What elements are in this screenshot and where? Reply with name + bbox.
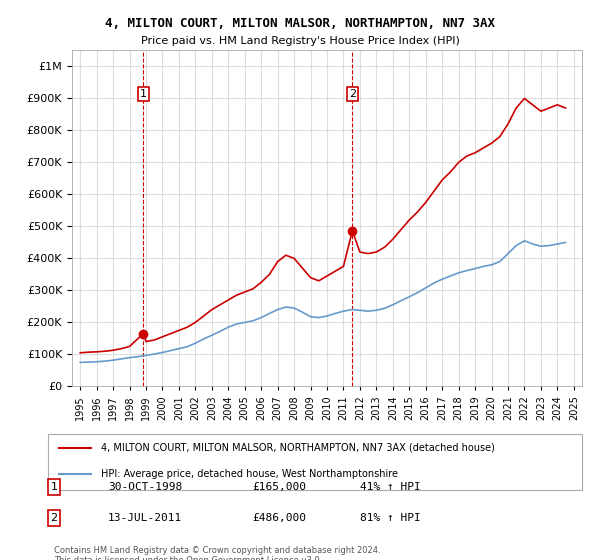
Text: 81% ↑ HPI: 81% ↑ HPI [360, 513, 421, 523]
Text: 2: 2 [349, 89, 356, 99]
Text: Price paid vs. HM Land Registry's House Price Index (HPI): Price paid vs. HM Land Registry's House … [140, 36, 460, 46]
Text: 1: 1 [50, 482, 58, 492]
Text: 4, MILTON COURT, MILTON MALSOR, NORTHAMPTON, NN7 3AX: 4, MILTON COURT, MILTON MALSOR, NORTHAMP… [105, 17, 495, 30]
Text: 1: 1 [140, 89, 147, 99]
Text: 30-OCT-1998: 30-OCT-1998 [108, 482, 182, 492]
Text: 2: 2 [50, 513, 58, 523]
Text: 4, MILTON COURT, MILTON MALSOR, NORTHAMPTON, NN7 3AX (detached house): 4, MILTON COURT, MILTON MALSOR, NORTHAMP… [101, 443, 495, 453]
Text: £165,000: £165,000 [252, 482, 306, 492]
Text: £486,000: £486,000 [252, 513, 306, 523]
Text: HPI: Average price, detached house, West Northamptonshire: HPI: Average price, detached house, West… [101, 469, 398, 479]
Text: 41% ↑ HPI: 41% ↑ HPI [360, 482, 421, 492]
FancyBboxPatch shape [48, 434, 582, 490]
Text: 13-JUL-2011: 13-JUL-2011 [108, 513, 182, 523]
Text: Contains HM Land Registry data © Crown copyright and database right 2024.
This d: Contains HM Land Registry data © Crown c… [54, 546, 380, 560]
